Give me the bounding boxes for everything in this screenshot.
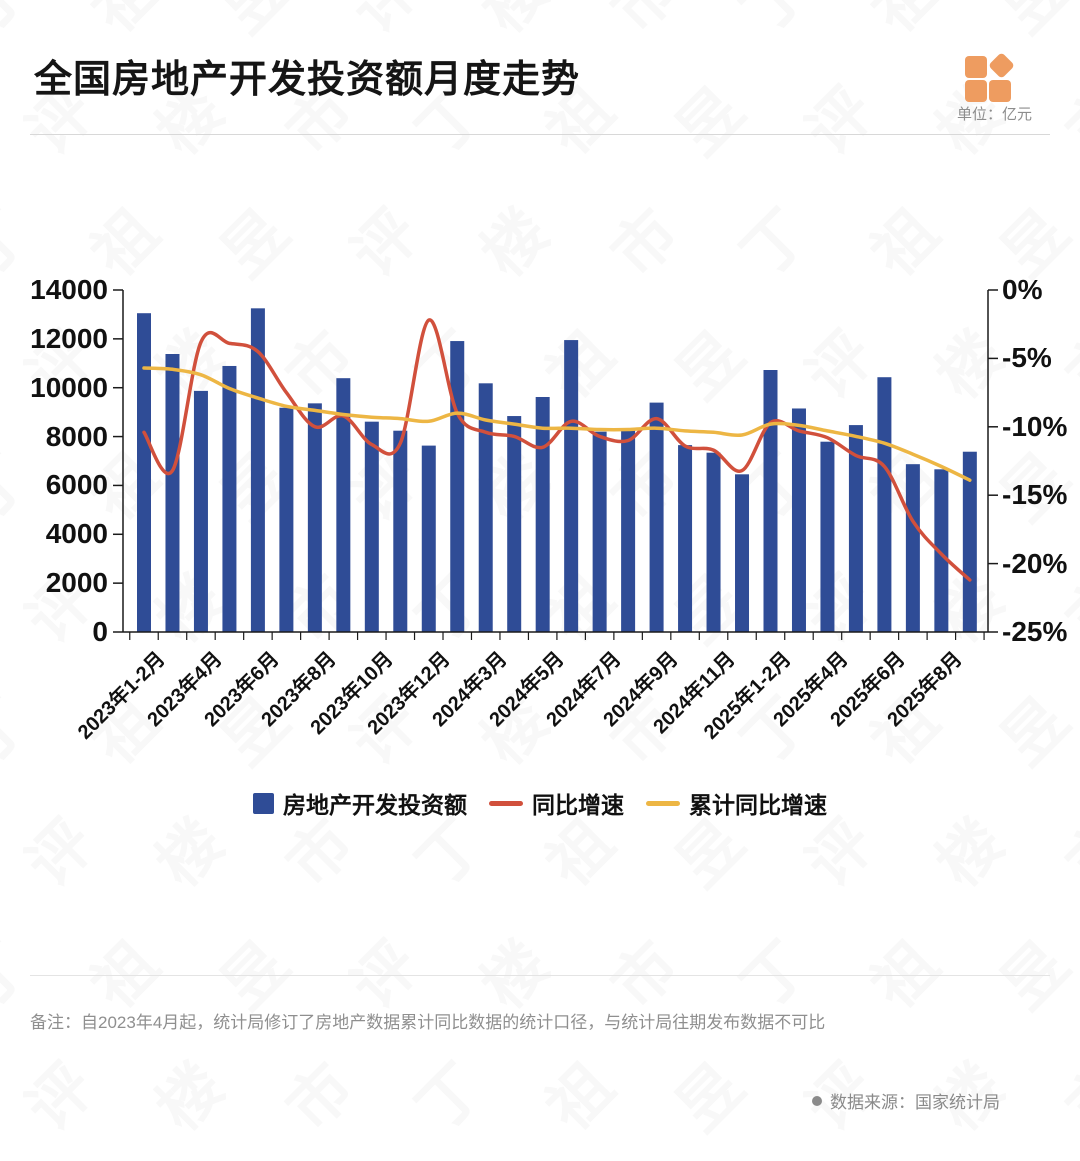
bar bbox=[250, 308, 265, 632]
brand-logo-square bbox=[989, 80, 1011, 102]
bar bbox=[364, 421, 379, 632]
bar bbox=[393, 430, 408, 632]
unit-label: 单位：亿元 bbox=[957, 106, 1033, 123]
source-dot-icon bbox=[812, 1095, 822, 1106]
yoy-line bbox=[142, 318, 972, 582]
bar bbox=[307, 403, 322, 632]
bar bbox=[222, 365, 237, 632]
legend: 房地产开发投资额 同比增速 累计同比增速 bbox=[0, 786, 1080, 820]
bar bbox=[791, 408, 806, 632]
bar bbox=[934, 469, 949, 632]
cumulative-line bbox=[142, 366, 972, 482]
bar bbox=[336, 378, 351, 632]
legend-item-cumulative: 累计同比增速 bbox=[624, 786, 827, 820]
bar bbox=[962, 451, 977, 632]
bar bbox=[877, 377, 892, 632]
bar bbox=[735, 474, 750, 632]
cumulative-line-swatch-icon bbox=[646, 800, 680, 806]
bar bbox=[592, 431, 607, 632]
bar bbox=[763, 370, 778, 632]
footnote: 备注：自2023年4月起，统计局修订了房地产数据累计同比数据的统计口径，与统计局… bbox=[30, 1013, 826, 1032]
bar bbox=[678, 445, 693, 632]
data-source: 数据来源：国家统计局 bbox=[812, 1088, 1000, 1113]
footer-divider bbox=[30, 975, 1050, 976]
bar bbox=[421, 445, 436, 632]
bar bbox=[535, 396, 550, 632]
bar bbox=[564, 340, 579, 632]
page-title: 全国房地产开发投资额月度走势 bbox=[34, 59, 581, 101]
bar bbox=[820, 441, 835, 632]
bar bbox=[621, 429, 636, 632]
bar bbox=[478, 383, 493, 632]
bar bbox=[165, 354, 180, 632]
bar bbox=[649, 402, 664, 632]
brand-logo-square bbox=[965, 80, 987, 102]
legend-item-yoy: 同比增速 bbox=[467, 786, 624, 820]
bar bbox=[905, 464, 920, 632]
brand-logo-square bbox=[965, 56, 987, 78]
legend-label-investment: 房地产开发投资额 bbox=[283, 792, 467, 818]
legend-item-investment: 房地产开发投资额 bbox=[253, 786, 467, 820]
legend-label-yoy: 同比增速 bbox=[532, 792, 624, 818]
bar bbox=[137, 313, 151, 632]
title-divider bbox=[30, 134, 1050, 135]
yoy-line-swatch-icon bbox=[489, 800, 523, 806]
bar-swatch-icon bbox=[253, 792, 274, 814]
bar bbox=[706, 452, 721, 632]
bar bbox=[507, 416, 522, 632]
bar bbox=[450, 341, 465, 632]
source-label: 数据来源：国家统计局 bbox=[830, 1093, 1000, 1112]
bar bbox=[193, 390, 208, 632]
legend-label-cumulative: 累计同比增速 bbox=[689, 792, 827, 818]
bar bbox=[848, 425, 863, 632]
bar bbox=[279, 407, 294, 632]
brand-logo-icon bbox=[965, 52, 1017, 104]
